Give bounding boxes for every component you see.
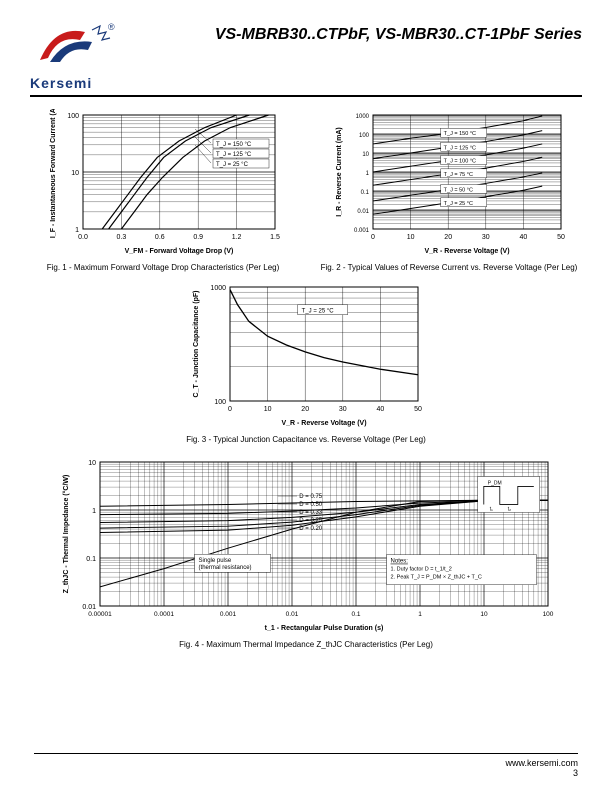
svg-text:0.01: 0.01 xyxy=(357,209,369,215)
svg-text:0.1: 0.1 xyxy=(86,556,96,563)
svg-text:10: 10 xyxy=(480,611,488,618)
svg-text:1: 1 xyxy=(418,611,422,618)
kersemi-logo-icon: ® xyxy=(30,20,120,72)
svg-text:1000: 1000 xyxy=(356,114,370,120)
page-number: 3 xyxy=(573,768,578,778)
svg-text:100: 100 xyxy=(543,611,554,618)
svg-text:1: 1 xyxy=(92,508,96,515)
svg-text:10: 10 xyxy=(264,406,272,413)
svg-text:40: 40 xyxy=(520,234,528,241)
fig4-chart: 0.00001 0.0001 0.001 0.01 0.1 1 10 100 0.01 0.1 1 1… xyxy=(56,456,556,636)
fig2-block: 0 10 20 30 40 50 0.001 0.01 0.1 1 10 100 1000 T_J = 1… xyxy=(316,109,582,273)
fig3-caption: Fig. 3 - Typical Junction Capacitance vs… xyxy=(176,435,436,445)
svg-text:T_J = 25 °C: T_J = 25 °C xyxy=(302,309,335,315)
svg-text:D = 0.20: D = 0.20 xyxy=(299,526,323,532)
fig4-block: 0.00001 0.0001 0.001 0.01 0.1 1 10 100 0.01 0.1 1 1… xyxy=(56,456,556,650)
header: ® Kersemi VS-MBRB30..CTPbF, VS-MBR30..CT… xyxy=(30,20,582,97)
svg-text:0.01: 0.01 xyxy=(82,604,96,611)
fig2-caption: Fig. 2 - Typical Values of Reverse Curre… xyxy=(316,263,582,273)
svg-text:0.1: 0.1 xyxy=(351,611,360,618)
svg-text:T_J = 125 °C: T_J = 125 °C xyxy=(216,152,252,158)
fig3-chart: 0 10 20 30 40 50 100 1000 T_J = 25 °C V_R - Rever… xyxy=(186,281,426,431)
page-footer: www.kersemi.com 3 xyxy=(34,753,578,778)
svg-text:100: 100 xyxy=(359,133,370,139)
svg-text:V_R - Reverse Voltage (V): V_R - Reverse Voltage (V) xyxy=(424,248,509,255)
svg-text:100: 100 xyxy=(214,399,226,406)
svg-text:T_J = 25 °C: T_J = 25 °C xyxy=(216,162,249,168)
svg-text:V_R - Reverse Voltage (V): V_R - Reverse Voltage (V) xyxy=(281,420,366,427)
fig4-caption: Fig. 4 - Maximum Thermal Impedance Z_thJ… xyxy=(56,640,556,650)
svg-text:10: 10 xyxy=(407,234,415,241)
svg-text:D = 0.33: D = 0.33 xyxy=(299,510,323,516)
page-title: VS-MBRB30..CTPbF, VS-MBR30..CT-1PbF Seri… xyxy=(130,20,582,44)
logo-block: ® Kersemi xyxy=(30,20,130,91)
svg-text:(thermal resistance): (thermal resistance) xyxy=(199,565,252,571)
svg-text:I_F - Instantaneous Forward Cu: I_F - Instantaneous Forward Current (A) xyxy=(50,109,57,238)
svg-text:40: 40 xyxy=(377,406,385,413)
svg-text:1: 1 xyxy=(366,171,370,177)
svg-text:Z_thJC - Thermal Impedance (°C: Z_thJC - Thermal Impedance (°C/W) xyxy=(62,474,70,593)
svg-text:0: 0 xyxy=(228,406,232,413)
fig3-block: 0 10 20 30 40 50 100 1000 T_J = 25 °C V_R - Rever… xyxy=(176,281,436,445)
svg-text:1. Duty factor D = t_1/t_2: 1. Duty factor D = t_1/t_2 xyxy=(391,566,452,572)
svg-text:100: 100 xyxy=(67,113,79,120)
svg-text:Notes:: Notes: xyxy=(391,558,409,564)
svg-text:1.2: 1.2 xyxy=(232,234,242,241)
svg-text:I_R - Reverse Current (mA): I_R - Reverse Current (mA) xyxy=(336,127,343,216)
svg-text:50: 50 xyxy=(414,406,422,413)
fig1-block: 0.0 0.3 0.6 0.9 1.2 1.5 1 10 100 T_J = 150 °C T_J … xyxy=(30,109,296,273)
svg-text:t_1 - Rectangular Pulse Durati: t_1 - Rectangular Pulse Duration (s) xyxy=(265,625,384,632)
fig1-chart: 0.0 0.3 0.6 0.9 1.2 1.5 1 10 100 T_J = 150 °C T_J … xyxy=(43,109,283,259)
fig2-chart: 0 10 20 30 40 50 0.001 0.01 0.1 1 10 100 1000 T_J = 1… xyxy=(329,109,569,259)
svg-text:0.001: 0.001 xyxy=(354,228,370,234)
svg-text:30: 30 xyxy=(482,234,490,241)
svg-text:1: 1 xyxy=(75,227,79,234)
svg-text:®: ® xyxy=(108,22,115,32)
svg-text:T_J = 125 °C: T_J = 125 °C xyxy=(444,145,476,151)
svg-text:10: 10 xyxy=(362,152,369,158)
svg-text:20: 20 xyxy=(444,234,452,241)
svg-text:D = 0.75: D = 0.75 xyxy=(299,494,323,500)
brand-name: Kersemi xyxy=(30,75,130,91)
svg-text:T_J = 150 °C: T_J = 150 °C xyxy=(444,131,476,137)
svg-text:t₂: t₂ xyxy=(508,506,511,512)
svg-text:0: 0 xyxy=(371,234,375,241)
svg-text:20: 20 xyxy=(301,406,309,413)
svg-text:Single pulse: Single pulse xyxy=(199,558,232,564)
fig1-caption: Fig. 1 - Maximum Forward Voltage Drop Ch… xyxy=(30,263,296,273)
svg-text:10: 10 xyxy=(71,170,79,177)
svg-text:T_J = 25 °C: T_J = 25 °C xyxy=(444,201,473,207)
svg-text:T_J = 150 °C: T_J = 150 °C xyxy=(216,142,252,148)
svg-text:T_J = 50 °C: T_J = 50 °C xyxy=(444,187,473,193)
svg-text:10: 10 xyxy=(88,460,96,467)
svg-text:0.0: 0.0 xyxy=(78,234,88,241)
svg-text:1.5: 1.5 xyxy=(270,234,280,241)
svg-text:0.3: 0.3 xyxy=(117,234,127,241)
svg-text:D = 0.25: D = 0.25 xyxy=(299,518,323,524)
svg-text:0.01: 0.01 xyxy=(286,611,299,618)
svg-text:V_FM - Forward Voltage Drop (V: V_FM - Forward Voltage Drop (V) xyxy=(125,248,234,255)
svg-text:0.1: 0.1 xyxy=(361,190,370,196)
footer-url: www.kersemi.com xyxy=(505,758,578,768)
svg-text:0.6: 0.6 xyxy=(155,234,165,241)
svg-text:t₁: t₁ xyxy=(490,506,493,512)
svg-text:0.00001: 0.00001 xyxy=(88,611,112,618)
svg-text:T_J = 100 °C: T_J = 100 °C xyxy=(444,159,476,165)
svg-text:0.0001: 0.0001 xyxy=(154,611,174,618)
svg-text:30: 30 xyxy=(339,406,347,413)
svg-text:0.9: 0.9 xyxy=(193,234,203,241)
svg-text:C_T - Junction Capacitance (pF: C_T - Junction Capacitance (pF) xyxy=(193,291,200,398)
svg-text:T_J = 75 °C: T_J = 75 °C xyxy=(444,172,473,178)
svg-text:50: 50 xyxy=(557,234,565,241)
svg-text:D = 0.50: D = 0.50 xyxy=(299,502,323,508)
svg-text:P_DM: P_DM xyxy=(488,480,502,486)
svg-text:0.001: 0.001 xyxy=(220,611,237,618)
svg-text:2. Peak T_J = P_DM × Z_thJC +: 2. Peak T_J = P_DM × Z_thJC + T_C xyxy=(391,574,482,580)
svg-text:1000: 1000 xyxy=(210,285,226,292)
